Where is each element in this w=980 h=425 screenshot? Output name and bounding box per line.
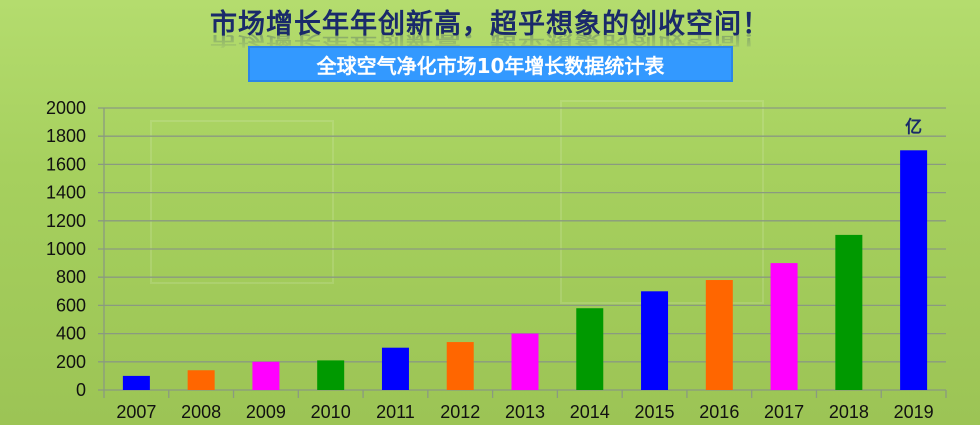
x-tick-label: 2011 (376, 402, 415, 422)
bar-2011 (381, 347, 409, 390)
x-tick-label: 2016 (699, 402, 739, 422)
y-tick-label: 600 (56, 295, 86, 315)
bar-2018 (835, 234, 863, 390)
bar-2013 (511, 333, 539, 390)
bar-2017 (770, 263, 798, 390)
y-tick-label: 800 (56, 267, 86, 287)
chart-title: 全球空气净化市场10年增长数据统计表 (248, 46, 733, 82)
bar-2008 (187, 370, 215, 390)
x-tick-label: 2019 (894, 402, 934, 422)
y-tick-label: 2000 (46, 98, 86, 118)
x-tick-label: 2012 (440, 402, 480, 422)
page-title: 市场增长年年创新高，超乎想象的创收空间！ (210, 9, 770, 40)
bar-2014 (576, 308, 604, 390)
bar-2007 (122, 375, 150, 390)
y-tick-label: 1000 (46, 239, 86, 259)
unit-label: 亿 (905, 116, 922, 137)
y-tick-label: 200 (56, 352, 86, 372)
bar-2009 (252, 361, 280, 390)
y-tick-label: 0 (76, 380, 86, 400)
y-tick-label: 1400 (46, 183, 86, 203)
bar-2012 (446, 342, 474, 390)
bar-2015 (641, 291, 669, 390)
bar-2016 (705, 280, 733, 390)
x-tick-label: 2018 (829, 402, 869, 422)
y-tick-label: 1600 (46, 154, 86, 174)
x-tick-label: 2013 (505, 402, 545, 422)
background-decoration (150, 120, 334, 284)
x-tick-label: 2007 (116, 402, 156, 422)
y-tick-label: 1200 (46, 211, 86, 231)
x-tick-label: 2014 (570, 402, 610, 422)
x-tick-label: 2009 (246, 402, 286, 422)
y-tick-label: 400 (56, 324, 86, 344)
x-tick-label: 2015 (635, 402, 675, 422)
x-tick-label: 2008 (181, 402, 221, 422)
x-tick-label: 2010 (311, 402, 351, 422)
bar-2010 (317, 360, 345, 390)
x-tick-label: 2017 (764, 402, 804, 422)
y-tick-label: 1800 (46, 126, 86, 146)
bar-2019 (900, 150, 928, 390)
